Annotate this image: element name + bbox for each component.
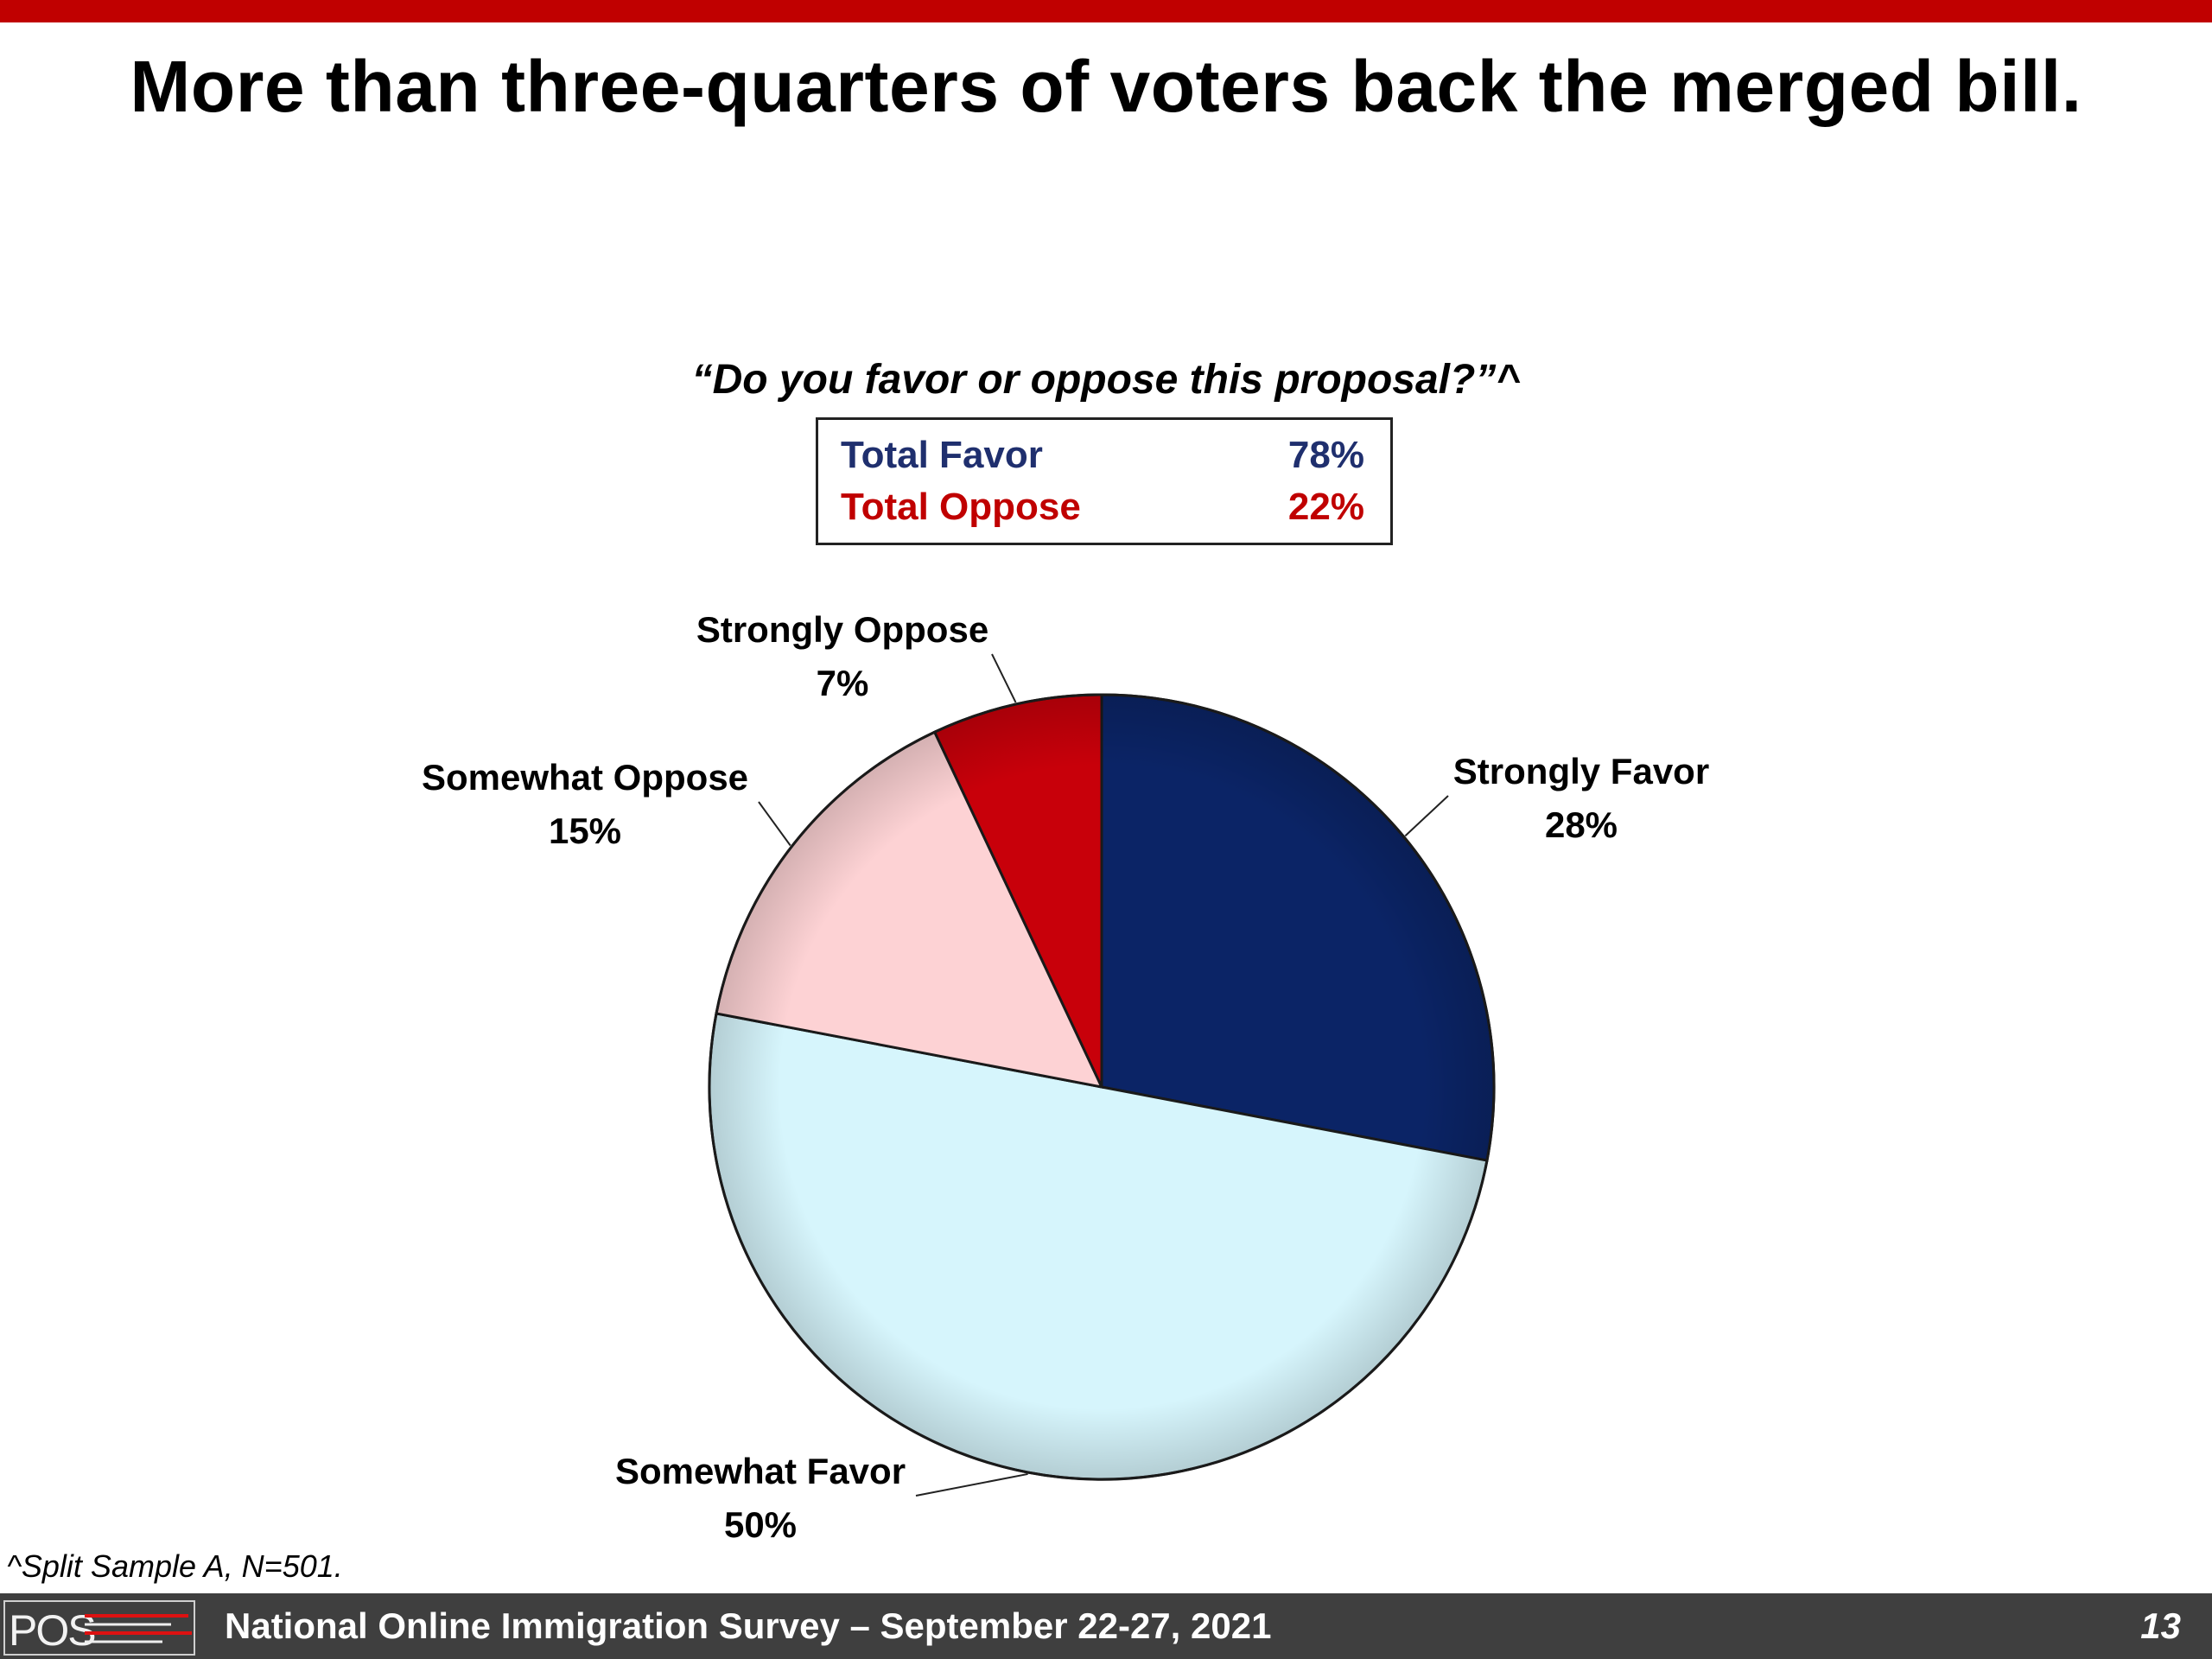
- footer-bar: POS National Online Immigration Survey –…: [0, 1593, 2212, 1659]
- logo-lines-icon: [85, 1614, 192, 1643]
- slice-value-label: 50%: [724, 1504, 797, 1545]
- slice-label: Somewhat Favor: [615, 1451, 906, 1491]
- pie-outline: [708, 693, 1496, 1481]
- summary-favor-label: Total Favor: [841, 434, 1043, 476]
- slice-value-label: 28%: [1545, 804, 1618, 845]
- pos-logo: POS: [3, 1600, 195, 1656]
- logo-text: POS: [9, 1606, 97, 1655]
- footnote: ^Split Sample A, N=501.: [7, 1548, 343, 1584]
- top-accent-bar: [0, 0, 2212, 22]
- summary-oppose-label: Total Oppose: [841, 486, 1081, 528]
- summary-favor-value: 78%: [1287, 434, 1364, 476]
- slice-label: Strongly Favor: [1453, 751, 1709, 791]
- slice-value-label: 15%: [549, 810, 621, 851]
- page-number: 13: [2140, 1605, 2181, 1646]
- summary-row-favor: Total Favor 78%: [841, 434, 1364, 482]
- page-title: More than three-quarters of voters back …: [130, 46, 2082, 127]
- leader-line: [1404, 795, 1449, 837]
- leader-line: [991, 653, 1017, 703]
- summary-oppose-value: 22%: [1287, 486, 1364, 528]
- summary-box: Total Favor 78% Total Oppose 22%: [816, 417, 1393, 545]
- slice-label: Strongly Oppose: [696, 609, 988, 650]
- leader-line: [758, 801, 791, 847]
- leader-line: [915, 1472, 1028, 1497]
- footer-survey-name: National Online Immigration Survey – Sep…: [225, 1605, 1272, 1646]
- slice-label: Somewhat Oppose: [422, 757, 748, 798]
- slice-value-label: 7%: [817, 663, 869, 703]
- survey-question: “Do you favor or oppose this proposal?”^: [691, 357, 1521, 403]
- summary-row-oppose: Total Oppose 22%: [841, 486, 1364, 534]
